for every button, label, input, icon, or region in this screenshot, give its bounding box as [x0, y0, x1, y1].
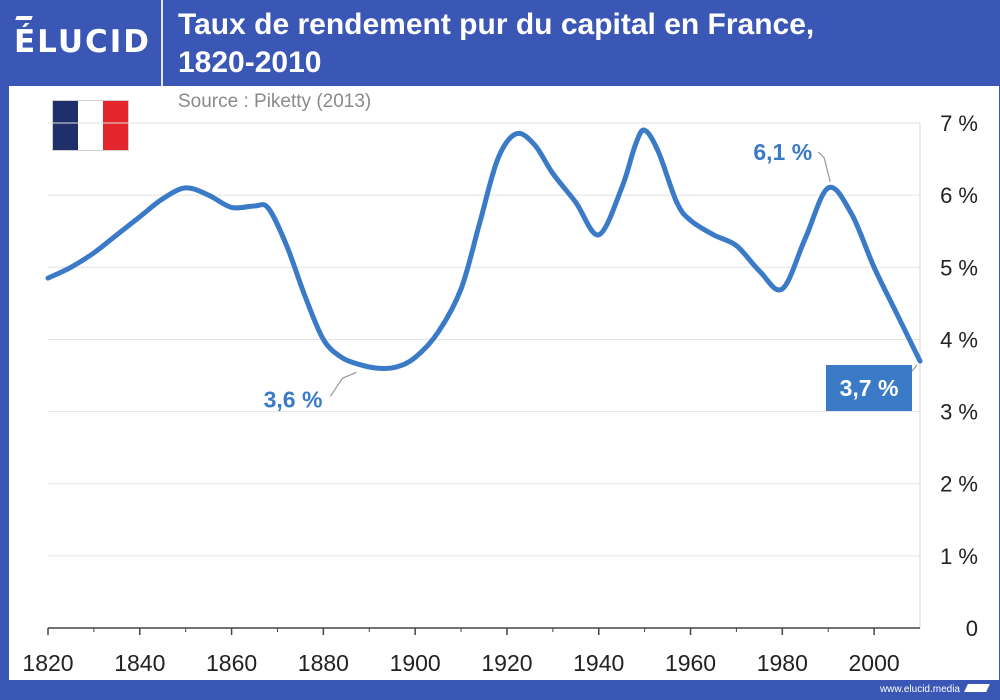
chart-title-line2: 1820-2010: [178, 46, 322, 79]
x-tick-label: 1820: [22, 650, 73, 676]
y-tick-label: 2 %: [940, 472, 978, 497]
annotation-leader: [329, 371, 357, 397]
y-tick-label: 5 %: [940, 255, 978, 280]
france-flag-icon: [52, 100, 129, 151]
brand-logo: ÉLUCID: [14, 24, 152, 60]
annotation-leader: [911, 364, 918, 372]
header: ÉLUCID Taux de rendement pur du capital …: [0, 0, 1000, 86]
x-tick-label: 1980: [757, 650, 808, 676]
x-tick-label: 1920: [481, 650, 532, 676]
annotation-label-peak: 6,1 %: [753, 139, 812, 165]
footer: [0, 680, 1000, 700]
annotation-leader: [817, 151, 831, 183]
x-tick-label: 1940: [573, 650, 624, 676]
y-tick-label: 1 %: [940, 544, 978, 569]
x-tick-label: 1960: [665, 650, 716, 676]
series-layer: [45, 127, 923, 371]
x-tick-label: 2000: [849, 650, 900, 676]
y-tick-label: 4 %: [940, 327, 978, 352]
annotation-label-last: 3,7 %: [840, 375, 899, 401]
chart-title-line1: Taux de rendement pur du capital en Fran…: [178, 8, 815, 41]
x-tick-label: 1860: [206, 650, 257, 676]
annotation-box: [826, 365, 912, 411]
flag-white-band: [78, 101, 103, 150]
flag-red-band: [103, 101, 128, 150]
x-tick-label: 1900: [390, 650, 441, 676]
x-tick-label: 1880: [298, 650, 349, 676]
series-line: [45, 127, 923, 371]
y-tick-label: 3 %: [940, 400, 978, 425]
y-tick-label: 0: [966, 616, 978, 641]
annotation-label-min: 3,6 %: [264, 386, 323, 412]
chart-title: Taux de rendement pur du capital en Fran…: [178, 6, 978, 82]
y-tick-label: 6 %: [940, 183, 978, 208]
flag-blue-band: [53, 101, 78, 150]
axes: 0 1 % 2 % 3 % 4 % 5 % 6 % 7 % 1820 1840 1860 1880 19…: [22, 111, 978, 676]
source-note: Source : Piketty (2013): [178, 91, 372, 112]
footer-logo-mark: [964, 684, 990, 692]
x-tick-label: 1840: [114, 650, 165, 676]
footer-site: www.elucid.media: [879, 684, 960, 695]
gridlines: [48, 122, 920, 557]
annotations: 3,6 % 6,1 % 3,7 %: [264, 139, 918, 412]
header-divider: [161, 0, 163, 86]
y-tick-label: 7 %: [940, 111, 978, 136]
